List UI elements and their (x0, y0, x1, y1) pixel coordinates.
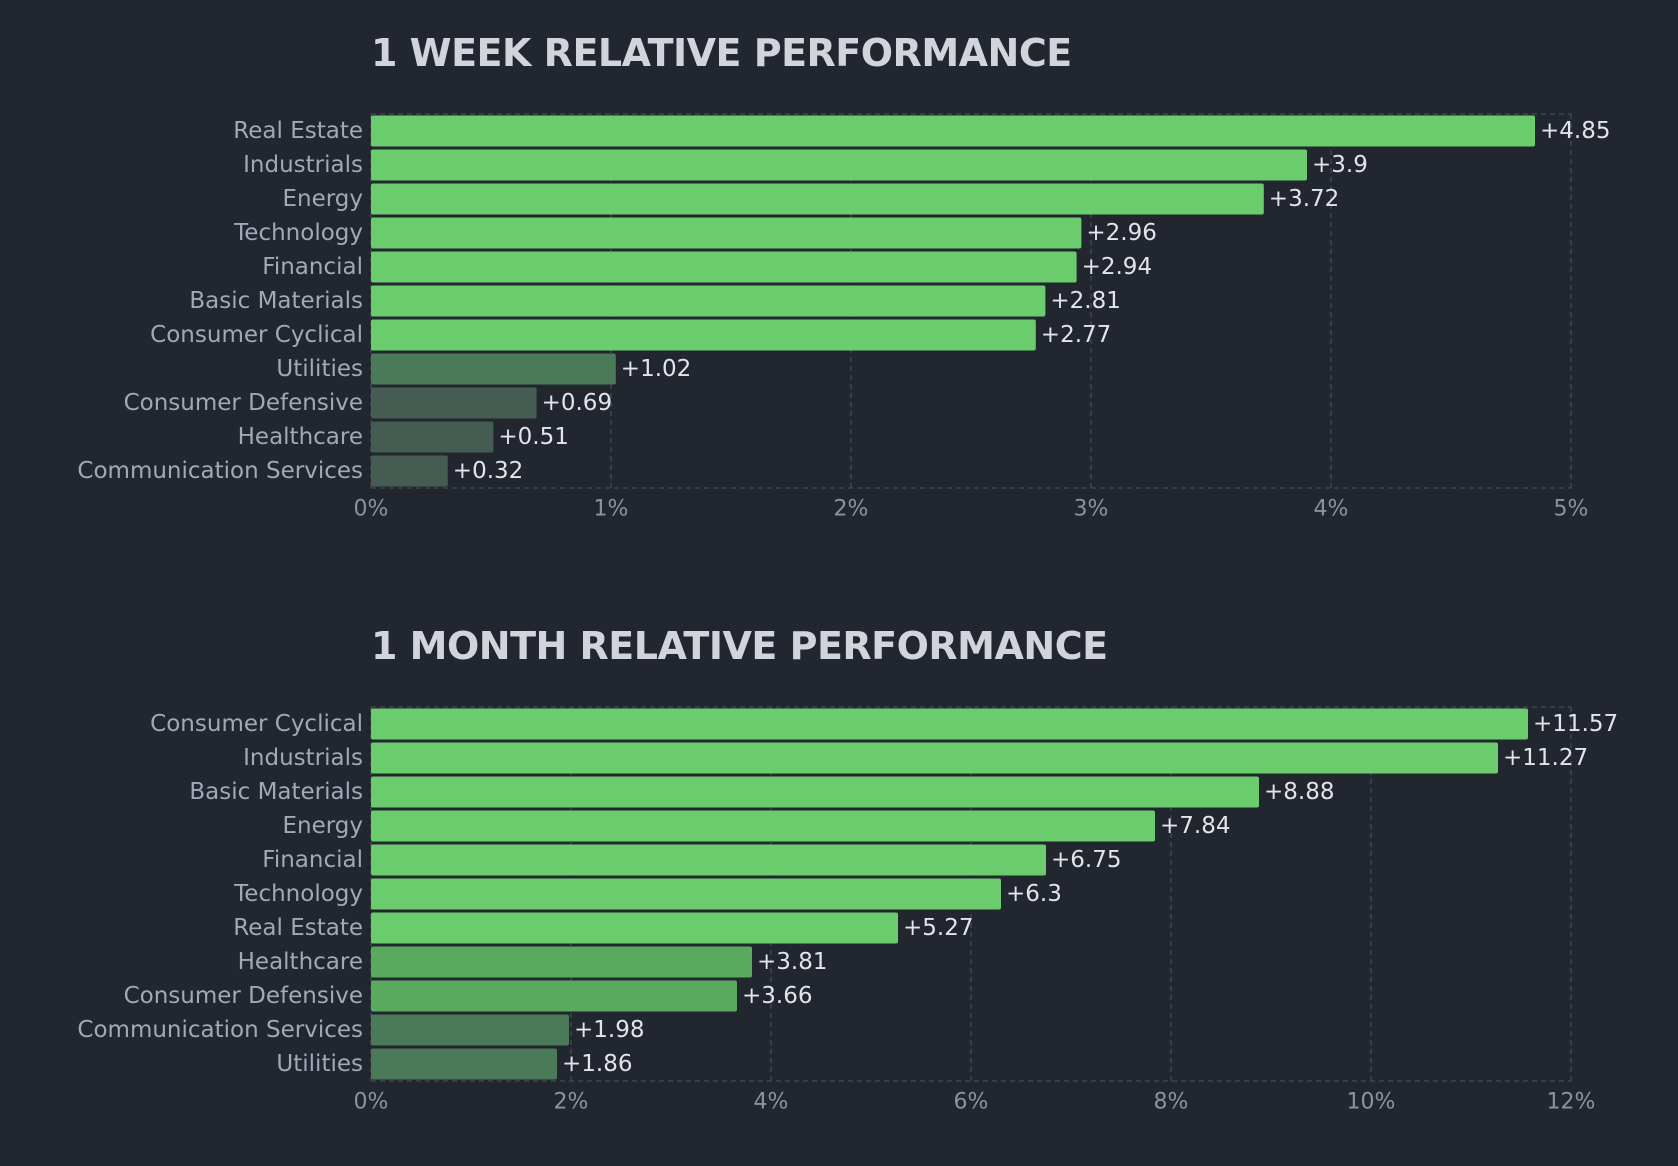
value-label: +2.81 (1050, 288, 1120, 314)
category-label: Technology (233, 220, 363, 246)
week-bar-chart-canvas: Real Estate +4.85 Industrials +3.9 Energy +3.… (77, 113, 1610, 522)
grid-lines (370, 706, 1572, 1082)
bar[interactable] (371, 387, 537, 419)
bar[interactable] (371, 844, 1046, 876)
bar[interactable] (371, 319, 1036, 351)
value-label: +3.66 (742, 983, 812, 1009)
value-label: +3.81 (757, 949, 827, 975)
value-label: +6.3 (1006, 881, 1062, 907)
x-tick-label: 4% (1314, 497, 1349, 522)
value-label: +3.9 (1312, 152, 1368, 178)
value-label: +2.96 (1086, 220, 1156, 246)
chart-title: 1 MONTH RELATIVE PERFORMANCE (371, 624, 1108, 668)
bar[interactable] (371, 708, 1528, 740)
value-label: +11.27 (1503, 745, 1588, 771)
x-tick-label: 4% (754, 1090, 789, 1115)
bar[interactable] (371, 183, 1264, 215)
category-label: Industrials (243, 745, 363, 771)
bar[interactable] (371, 115, 1535, 147)
bar[interactable] (371, 742, 1498, 774)
value-label: +1.86 (562, 1051, 632, 1077)
x-tick-label: 1% (594, 497, 629, 522)
bar[interactable] (371, 980, 737, 1012)
value-label: +7.84 (1160, 813, 1230, 839)
value-label: +11.57 (1533, 711, 1618, 737)
category-label: Consumer Cyclical (150, 322, 363, 348)
bar[interactable] (371, 912, 898, 944)
x-tick-label: 3% (1074, 497, 1109, 522)
value-label: +6.75 (1051, 847, 1121, 873)
bar[interactable] (371, 810, 1155, 842)
bar[interactable] (371, 353, 616, 385)
x-tick-label: 2% (834, 497, 869, 522)
value-label: +0.32 (453, 458, 523, 484)
bar[interactable] (371, 946, 752, 978)
x-tick-label: 8% (1154, 1090, 1189, 1115)
category-label: Communication Services (77, 1017, 363, 1043)
value-label: +5.27 (903, 915, 973, 941)
category-label: Healthcare (238, 949, 363, 975)
category-label: Consumer Cyclical (150, 711, 363, 737)
value-label: +4.85 (1540, 118, 1610, 144)
x-tick-label: 5% (1554, 497, 1589, 522)
x-tick-label: 0% (354, 1090, 389, 1115)
value-label: +2.94 (1082, 254, 1152, 280)
category-label: Utilities (276, 356, 363, 382)
value-label: +3.72 (1269, 186, 1339, 212)
value-label: +1.02 (621, 356, 691, 382)
bar[interactable] (371, 251, 1077, 283)
bar[interactable] (371, 455, 448, 487)
bar[interactable] (371, 421, 494, 453)
category-label: Real Estate (233, 118, 363, 144)
category-label: Communication Services (77, 458, 363, 484)
category-label: Basic Materials (189, 288, 363, 314)
category-label: Consumer Defensive (124, 390, 363, 416)
value-label: +2.77 (1041, 322, 1111, 348)
bar[interactable] (371, 776, 1259, 808)
value-label: +0.69 (542, 390, 612, 416)
category-label: Healthcare (238, 424, 363, 450)
category-label: Financial (262, 847, 363, 873)
category-label: Technology (233, 881, 363, 907)
bar[interactable] (371, 1014, 569, 1046)
bar[interactable] (371, 149, 1307, 181)
category-label: Energy (282, 186, 363, 212)
category-label: Utilities (276, 1051, 363, 1077)
month-bar-chart-canvas: Consumer Cyclical +11.57 Industrials +11.27… (77, 706, 1618, 1115)
category-label: Basic Materials (189, 779, 363, 805)
grid-lines (370, 113, 1572, 489)
x-tick-label: 12% (1547, 1090, 1596, 1115)
bar[interactable] (371, 285, 1046, 317)
value-label: +8.88 (1264, 779, 1334, 805)
value-label: +1.98 (574, 1017, 644, 1043)
x-tick-label: 6% (954, 1090, 989, 1115)
x-tick-label: 0% (354, 497, 389, 522)
bar[interactable] (371, 878, 1001, 910)
chart-title: 1 WEEK RELATIVE PERFORMANCE (371, 31, 1072, 75)
x-tick-label: 2% (554, 1090, 589, 1115)
category-label: Real Estate (233, 915, 363, 941)
category-label: Industrials (243, 152, 363, 178)
bar[interactable] (371, 217, 1082, 249)
category-label: Consumer Defensive (124, 983, 363, 1009)
bar[interactable] (371, 1048, 557, 1080)
category-label: Energy (282, 813, 363, 839)
category-label: Financial (262, 254, 363, 280)
x-tick-label: 10% (1347, 1090, 1396, 1115)
value-label: +0.51 (498, 424, 568, 450)
